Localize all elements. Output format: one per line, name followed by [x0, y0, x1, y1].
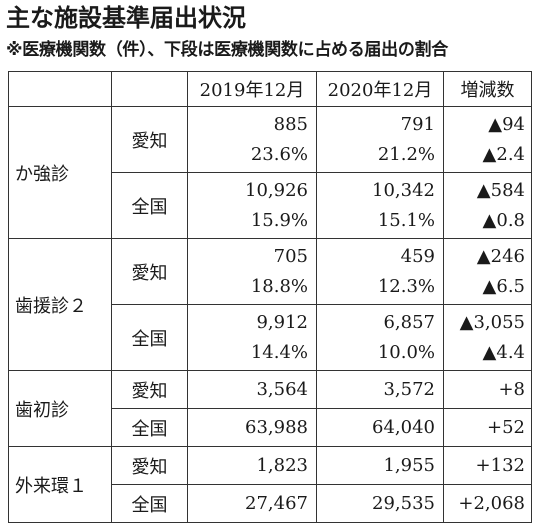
diff-pct: ▲2.4 [482, 143, 525, 165]
diff-pct: ▲0.8 [482, 209, 525, 231]
facility-standards-table: 2019年12月 2020年12月 増減数 か強診 愛知 885 23.6% 7… [8, 71, 532, 523]
value-2020: 6,857 [383, 311, 435, 333]
value-2020: 10,342 [372, 179, 435, 201]
value-2019: 1,823 [187, 446, 317, 485]
category-label: 歯援診２ [8, 238, 112, 371]
table-row: 歯援診２ 愛知 705 18.8% 459 12.3% ▲246 ▲6.5 [8, 238, 532, 371]
value-2020: 459 [400, 245, 435, 267]
diff-value: ▲3,055 [459, 311, 525, 333]
header-2019: 2019年12月 [187, 71, 317, 107]
pct-2019: 18.8% [250, 275, 308, 297]
diff-cell: ▲94 ▲2.4 [443, 106, 532, 173]
region-label: 愛知 [111, 370, 188, 409]
region-label: 愛知 [111, 446, 188, 485]
value-2020-cell: 791 21.2% [316, 106, 444, 173]
header-blank-cell [111, 71, 188, 107]
pct-2020: 12.3% [377, 275, 435, 297]
header-2020: 2020年12月 [316, 71, 444, 107]
page-subtitle: ※医療機関数（件）、下段は医療機関数に占める届出の割合 [6, 40, 448, 60]
diff-value: +132 [443, 446, 532, 485]
pct-2019: 23.6% [250, 143, 308, 165]
category-label: 歯初診 [8, 370, 112, 447]
pct-2019: 14.4% [250, 341, 308, 363]
category-label: か強診 [8, 106, 112, 239]
region-label: 愛知 [111, 106, 188, 173]
pct-2020: 15.1% [377, 209, 435, 231]
value-2019: 705 [273, 245, 308, 267]
pct-2020: 21.2% [377, 143, 435, 165]
pct-2019: 15.9% [250, 209, 308, 231]
pct-2020: 10.0% [377, 341, 435, 363]
diff-cell: ▲246 ▲6.5 [443, 238, 532, 305]
header-blank-cell [8, 71, 112, 107]
region-label: 全国 [111, 172, 188, 239]
value-2019: 10,926 [245, 179, 308, 201]
category-label: 外来環１ [8, 446, 112, 523]
table-row: 全国 9,912 14.4% 6,857 10.0% ▲3,055 ▲4.4 [9, 304, 532, 371]
value-2020: 1,955 [316, 446, 444, 485]
header-diff: 増減数 [443, 71, 532, 107]
value-2020: 64,040 [316, 408, 444, 447]
value-2019: 885 [273, 113, 308, 135]
region-label: 全国 [111, 408, 188, 447]
value-2019-cell: 705 18.8% [187, 238, 317, 305]
value-2019: 9,912 [256, 311, 308, 333]
value-2019-cell: 10,926 15.9% [187, 172, 317, 239]
diff-value: ▲584 [476, 179, 525, 201]
value-2019: 27,467 [187, 484, 317, 523]
diff-cell: ▲584 ▲0.8 [443, 172, 532, 239]
table-header-row: 2019年12月 2020年12月 増減数 [8, 71, 532, 107]
diff-value: +2,068 [443, 484, 532, 523]
diff-pct: ▲6.5 [482, 275, 525, 297]
value-2020: 791 [400, 113, 435, 135]
diff-pct: ▲4.4 [482, 341, 525, 363]
region-label: 愛知 [111, 238, 188, 305]
diff-value: +52 [443, 408, 532, 447]
value-2019-cell: 885 23.6% [187, 106, 317, 173]
table-row: か強診 愛知 885 23.6% 791 21.2% ▲94 ▲2.4 [8, 106, 532, 239]
value-2019: 63,988 [187, 408, 317, 447]
table-row: 全国 10,926 15.9% 10,342 15.1% ▲584 ▲0.8 [9, 172, 532, 239]
table-row: 全国 63,988 64,040 +52 [9, 408, 532, 447]
region-label: 全国 [111, 304, 188, 371]
table-row: 外来環１ 愛知 1,823 1,955 +132 [8, 446, 532, 523]
diff-value: +8 [443, 370, 532, 409]
region-label: 全国 [111, 484, 188, 523]
table-row: 歯初診 愛知 3,564 3,572 +8 [8, 370, 532, 447]
diff-cell: ▲3,055 ▲4.4 [443, 304, 532, 371]
page-title: 主な施設基準届出状況 [6, 4, 246, 32]
diff-value: ▲94 [488, 113, 525, 135]
value-2020-cell: 459 12.3% [316, 238, 444, 305]
value-2019-cell: 9,912 14.4% [187, 304, 317, 371]
value-2020: 3,572 [316, 370, 444, 409]
value-2020-cell: 10,342 15.1% [316, 172, 444, 239]
diff-value: ▲246 [476, 245, 525, 267]
value-2020-cell: 6,857 10.0% [316, 304, 444, 371]
value-2020: 29,535 [316, 484, 444, 523]
value-2019: 3,564 [187, 370, 317, 409]
